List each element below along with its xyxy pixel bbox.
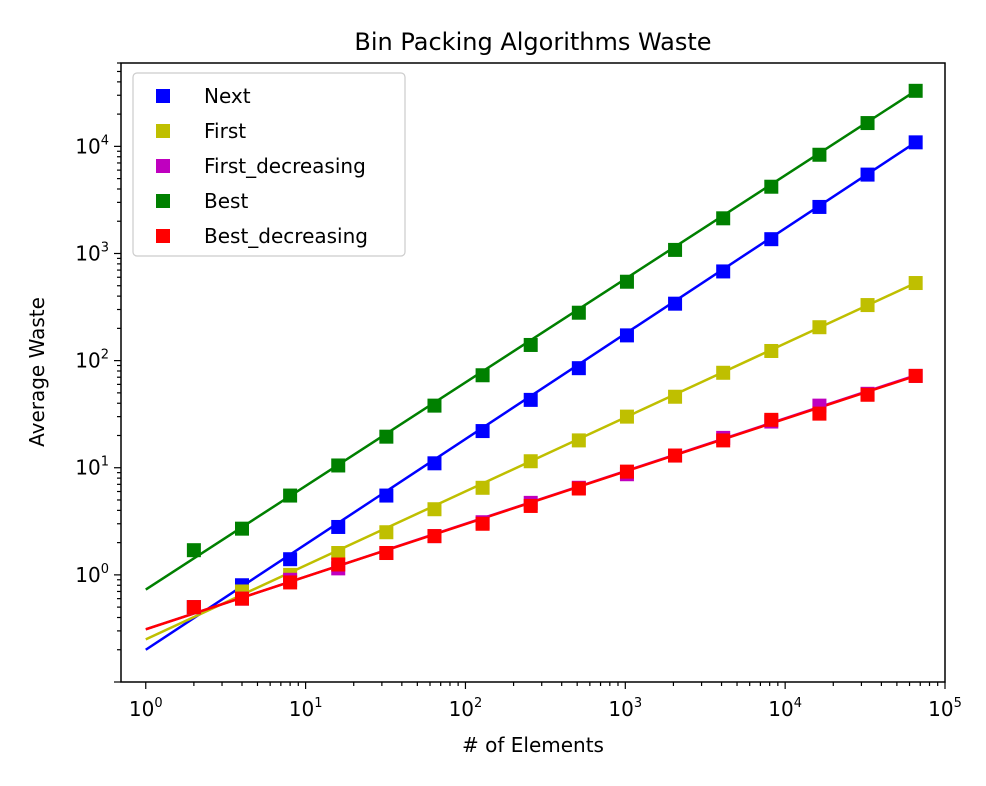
marker-4-5 xyxy=(427,529,442,544)
data-markers xyxy=(186,83,923,615)
legend-label-2: First_decreasing xyxy=(204,154,366,178)
marker-1-15 xyxy=(908,276,923,291)
marker-3-0 xyxy=(186,543,201,558)
x-axis-label: # of Elements xyxy=(462,733,604,757)
legend-swatch-3 xyxy=(156,194,170,208)
legend: Next First First_decreasing Best Best_decrea… xyxy=(132,72,406,257)
legend-label-0: Next xyxy=(204,84,251,108)
marker-1-12 xyxy=(764,343,779,358)
marker-4-8 xyxy=(571,481,586,496)
marker-0-11 xyxy=(716,264,731,279)
legend-swatch-4 xyxy=(156,229,170,243)
plot-frame xyxy=(120,62,946,683)
legend-label-4: Best_decreasing xyxy=(204,224,368,248)
legend-swatch-2 xyxy=(156,159,170,173)
marker-0-2 xyxy=(283,552,298,567)
marker-0-13 xyxy=(812,199,827,214)
marker-3-1 xyxy=(234,521,249,536)
marker-3-14 xyxy=(860,116,875,131)
x-tick-label-0: 100 xyxy=(129,696,163,721)
marker-3-8 xyxy=(571,305,586,320)
x-tick-label-4: 104 xyxy=(768,696,802,721)
y-tick-label-2: 102 xyxy=(75,348,109,373)
marker-0-12 xyxy=(764,232,779,247)
x-tick-label-3: 103 xyxy=(608,696,642,721)
marker-3-5 xyxy=(427,398,442,413)
axes: 100 101 102 103 104 105 100 101 102 103 104 xyxy=(75,62,962,721)
marker-4-4 xyxy=(379,546,394,561)
marker-3-10 xyxy=(668,242,683,257)
marker-4-15 xyxy=(908,368,923,383)
marker-0-7 xyxy=(523,392,538,407)
marker-3-3 xyxy=(331,458,346,473)
marker-0-5 xyxy=(427,456,442,471)
marker-3-11 xyxy=(716,211,731,226)
marker-3-13 xyxy=(812,147,827,162)
x-tick-label-2: 102 xyxy=(449,696,483,721)
marker-1-9 xyxy=(619,409,634,424)
marker-4-12 xyxy=(764,412,779,427)
marker-1-6 xyxy=(475,480,490,495)
marker-3-7 xyxy=(523,337,538,352)
legend-swatch-0 xyxy=(156,89,170,103)
chart-title: Bin Packing Algorithms Waste xyxy=(354,28,711,56)
legend-box xyxy=(132,72,406,257)
marker-0-8 xyxy=(571,361,586,376)
marker-0-15 xyxy=(908,135,923,150)
marker-1-3 xyxy=(331,546,346,561)
marker-3-6 xyxy=(475,368,490,383)
marker-3-15 xyxy=(908,83,923,98)
marker-1-13 xyxy=(812,320,827,335)
marker-3-12 xyxy=(764,179,779,194)
marker-4-6 xyxy=(475,516,490,531)
marker-4-0 xyxy=(186,600,201,615)
y-axis-label: Average Waste xyxy=(25,297,49,447)
marker-4-2 xyxy=(283,575,298,590)
marker-4-3 xyxy=(331,557,346,572)
marker-4-11 xyxy=(716,433,731,448)
marker-1-4 xyxy=(379,525,394,540)
y-tick-label-0: 100 xyxy=(75,562,109,587)
marker-3-4 xyxy=(379,429,394,444)
x-tick-label-1: 101 xyxy=(289,696,323,721)
marker-0-10 xyxy=(668,296,683,311)
legend-label-1: First xyxy=(204,119,246,143)
marker-4-1 xyxy=(234,591,249,606)
marker-4-9 xyxy=(619,464,634,479)
legend-swatch-1 xyxy=(156,124,170,138)
marker-1-5 xyxy=(427,502,442,517)
legend-label-3: Best xyxy=(204,189,248,213)
marker-0-4 xyxy=(379,488,394,503)
marker-3-9 xyxy=(619,274,634,289)
marker-4-10 xyxy=(668,448,683,463)
marker-1-10 xyxy=(668,389,683,404)
x-tick-label-5: 105 xyxy=(928,696,962,721)
marker-1-7 xyxy=(523,454,538,469)
marker-4-13 xyxy=(812,406,827,421)
marker-0-14 xyxy=(860,167,875,182)
marker-1-8 xyxy=(571,433,586,448)
marker-0-6 xyxy=(475,424,490,439)
y-tick-label-3: 103 xyxy=(75,240,109,265)
y-tick-label-1: 101 xyxy=(75,455,109,480)
marker-4-7 xyxy=(523,498,538,513)
marker-4-14 xyxy=(860,387,875,402)
marker-0-9 xyxy=(619,328,634,343)
marker-1-11 xyxy=(716,365,731,380)
marker-0-3 xyxy=(331,519,346,534)
marker-1-14 xyxy=(860,298,875,313)
y-tick-label-4: 104 xyxy=(75,133,109,158)
marker-3-2 xyxy=(283,488,298,503)
